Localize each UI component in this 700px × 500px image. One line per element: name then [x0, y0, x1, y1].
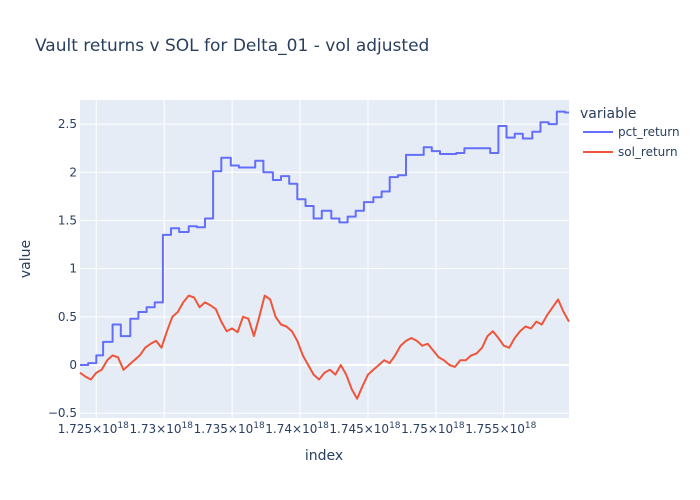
- grid: [80, 100, 569, 418]
- y-axis-title: value: [18, 240, 34, 278]
- series-line-pct-return: [80, 110, 569, 366]
- y-tick-label: 1.5: [58, 213, 77, 227]
- legend-label-pct-return: pct_return: [618, 125, 680, 139]
- legend-label-sol-return: sol_return: [618, 145, 678, 159]
- x-tick-label: 1.74×1018: [265, 421, 329, 436]
- series-line-sol-return: [79, 294, 570, 400]
- chart-title: Vault returns v SOL for Delta_01 - vol a…: [35, 36, 429, 56]
- y-tick-label: 0.5: [58, 310, 77, 324]
- legend-item-pct-return[interactable]: pct_return: [583, 125, 680, 139]
- y-tick-label: 0: [69, 358, 77, 372]
- x-tick-label: 1.745×1018: [329, 421, 400, 436]
- y-tick-label: 1: [69, 262, 77, 276]
- y-tick-label: 2.5: [58, 117, 77, 131]
- plot-area: [80, 100, 569, 418]
- y-axis-ticks: −0.5 0 0.5 1 1.5 2 2.5: [48, 117, 77, 420]
- x-axis-title: index: [305, 448, 343, 464]
- x-tick-label: 1.735×1018: [194, 421, 265, 436]
- y-tick-label: 2: [69, 165, 77, 179]
- legend-item-sol-return[interactable]: sol_return: [583, 145, 678, 159]
- x-tick-label: 1.725×1018: [58, 421, 129, 436]
- x-tick-label: 1.73×1018: [129, 421, 193, 436]
- x-axis-ticks: 1.725×1018 1.73×1018 1.735×1018 1.74×1018 1.…: [58, 421, 537, 436]
- y-tick-label: −0.5: [48, 406, 77, 420]
- x-tick-label: 1.755×1018: [465, 421, 536, 436]
- series-lines: [79, 110, 570, 400]
- legend[interactable]: variable pct_return sol_return: [580, 106, 680, 159]
- legend-title: variable: [580, 106, 636, 122]
- x-tick-label: 1.75×1018: [401, 421, 465, 436]
